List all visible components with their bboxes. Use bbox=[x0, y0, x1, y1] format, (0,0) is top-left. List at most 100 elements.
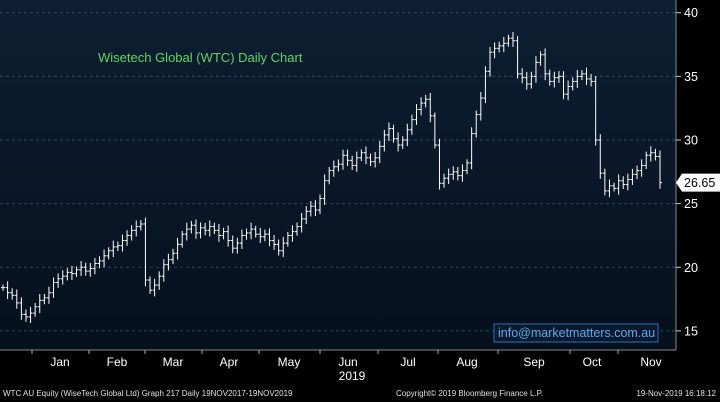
ohlc-bar bbox=[589, 74, 594, 87]
ohlc-bar bbox=[56, 273, 61, 288]
ohlc-bar bbox=[543, 48, 548, 81]
ohlc-bar bbox=[414, 104, 419, 126]
ohlc-bar bbox=[74, 266, 79, 278]
ohlc-bar bbox=[400, 136, 405, 149]
ohlc-bar bbox=[193, 219, 198, 239]
ohlc-bar bbox=[386, 122, 391, 142]
ohlc-bar bbox=[437, 138, 442, 190]
ohlc-bar bbox=[327, 166, 332, 185]
ohlc-bar bbox=[175, 238, 180, 260]
x-tick-label: Apr bbox=[220, 355, 239, 369]
ohlc-bar bbox=[506, 34, 511, 47]
chart-canvas: Wisetech Global (WTC) Daily Chart info@m… bbox=[0, 0, 720, 383]
y-tick-label: 35 bbox=[684, 70, 698, 84]
ohlc-bar bbox=[409, 114, 414, 135]
y-tick-label: 15 bbox=[684, 324, 698, 338]
ohlc-bar bbox=[88, 262, 93, 277]
ohlc-bar bbox=[5, 281, 10, 300]
ohlc-bar bbox=[23, 309, 28, 322]
ohlc-bar bbox=[28, 306, 33, 324]
ohlc-bar bbox=[579, 70, 584, 81]
ohlc-bar bbox=[368, 153, 373, 166]
ohlc-bar bbox=[419, 97, 424, 116]
ohlc-bar bbox=[60, 270, 65, 285]
ohlc-bar bbox=[451, 166, 456, 180]
ohlc-bar bbox=[630, 168, 635, 185]
ohlc-bar bbox=[262, 229, 267, 242]
ohlc-bar bbox=[69, 266, 74, 280]
ohlc-bar bbox=[79, 261, 84, 277]
ohlc-bar bbox=[148, 276, 153, 294]
x-axis-year-label: 2019 bbox=[339, 369, 366, 383]
ohlc-bar bbox=[616, 174, 621, 195]
ohlc-bar bbox=[602, 168, 607, 196]
price-bars bbox=[1, 31, 662, 324]
ohlc-bar bbox=[207, 220, 212, 237]
ohlc-bar bbox=[272, 234, 277, 250]
ohlc-bar bbox=[524, 71, 529, 90]
ohlc-bar bbox=[474, 110, 479, 138]
ohlc-bar bbox=[446, 168, 451, 184]
ohlc-bar bbox=[129, 225, 134, 241]
ohlc-bar bbox=[19, 297, 24, 320]
ohlc-bar bbox=[235, 237, 240, 254]
chart-title: Wisetech Global (WTC) Daily Chart bbox=[98, 50, 303, 65]
ohlc-bar bbox=[313, 200, 318, 216]
ohlc-bar bbox=[501, 36, 506, 53]
ohlc-bar bbox=[1, 284, 5, 291]
ohlc-bar bbox=[478, 91, 483, 121]
ohlc-bar bbox=[625, 173, 630, 191]
ohlc-bar bbox=[607, 179, 612, 198]
ohlc-bar bbox=[492, 42, 497, 59]
ohlc-bar bbox=[134, 220, 139, 237]
watermark-text: info@marketmatters.com.au bbox=[498, 326, 655, 340]
ohlc-bar bbox=[170, 248, 175, 265]
ohlc-bar bbox=[382, 129, 387, 152]
ohlc-bar bbox=[584, 67, 589, 86]
ohlc-bar bbox=[46, 286, 51, 304]
ohlc-bar bbox=[37, 294, 42, 314]
ohlc-bar bbox=[65, 268, 70, 281]
grid-lines bbox=[0, 12, 676, 332]
ohlc-bar bbox=[354, 151, 359, 172]
ohlc-bar bbox=[428, 92, 433, 123]
x-tick-label: Feb bbox=[107, 355, 128, 369]
ohlc-bar bbox=[488, 46, 493, 77]
ohlc-bar bbox=[216, 224, 221, 242]
footer-security-info: WTC AU Equity (WiseTech Global Ltd) Grap… bbox=[3, 389, 293, 398]
ohlc-bar bbox=[593, 75, 598, 146]
ohlc-bar bbox=[212, 222, 217, 235]
price-tag-box bbox=[676, 173, 720, 192]
ohlc-bar bbox=[483, 66, 488, 104]
ohlc-bar bbox=[285, 231, 290, 247]
ohlc-bar bbox=[405, 123, 410, 147]
ohlc-bar bbox=[239, 229, 244, 249]
ohlc-bar bbox=[111, 240, 116, 258]
ohlc-bar bbox=[120, 234, 125, 252]
ohlc-bar bbox=[166, 253, 171, 271]
ohlc-bar bbox=[295, 222, 300, 236]
ohlc-bar bbox=[644, 151, 649, 170]
ohlc-bar bbox=[83, 262, 88, 276]
ohlc-bar bbox=[226, 225, 231, 247]
ohlc-bar bbox=[322, 174, 327, 205]
plot-background bbox=[0, 0, 676, 350]
ohlc-bar bbox=[547, 69, 552, 86]
ohlc-bar bbox=[465, 159, 470, 175]
ohlc-bar bbox=[336, 159, 341, 172]
ohlc-bar bbox=[391, 124, 396, 143]
ohlc-bar bbox=[497, 41, 502, 53]
ohlc-bar bbox=[515, 36, 520, 79]
ohlc-bar bbox=[51, 277, 56, 298]
ohlc-bar bbox=[184, 222, 189, 241]
x-tick-label: Jun bbox=[338, 355, 357, 369]
ohlc-bar bbox=[92, 257, 97, 275]
ohlc-bar bbox=[442, 173, 447, 188]
ohlc-bar bbox=[455, 166, 460, 181]
ohlc-bar bbox=[340, 149, 345, 170]
ohlc-bar bbox=[510, 31, 515, 47]
ohlc-bar bbox=[143, 217, 148, 287]
y-tick-label: 20 bbox=[684, 261, 698, 275]
ohlc-bar bbox=[14, 289, 19, 309]
ohlc-bar bbox=[635, 165, 640, 180]
